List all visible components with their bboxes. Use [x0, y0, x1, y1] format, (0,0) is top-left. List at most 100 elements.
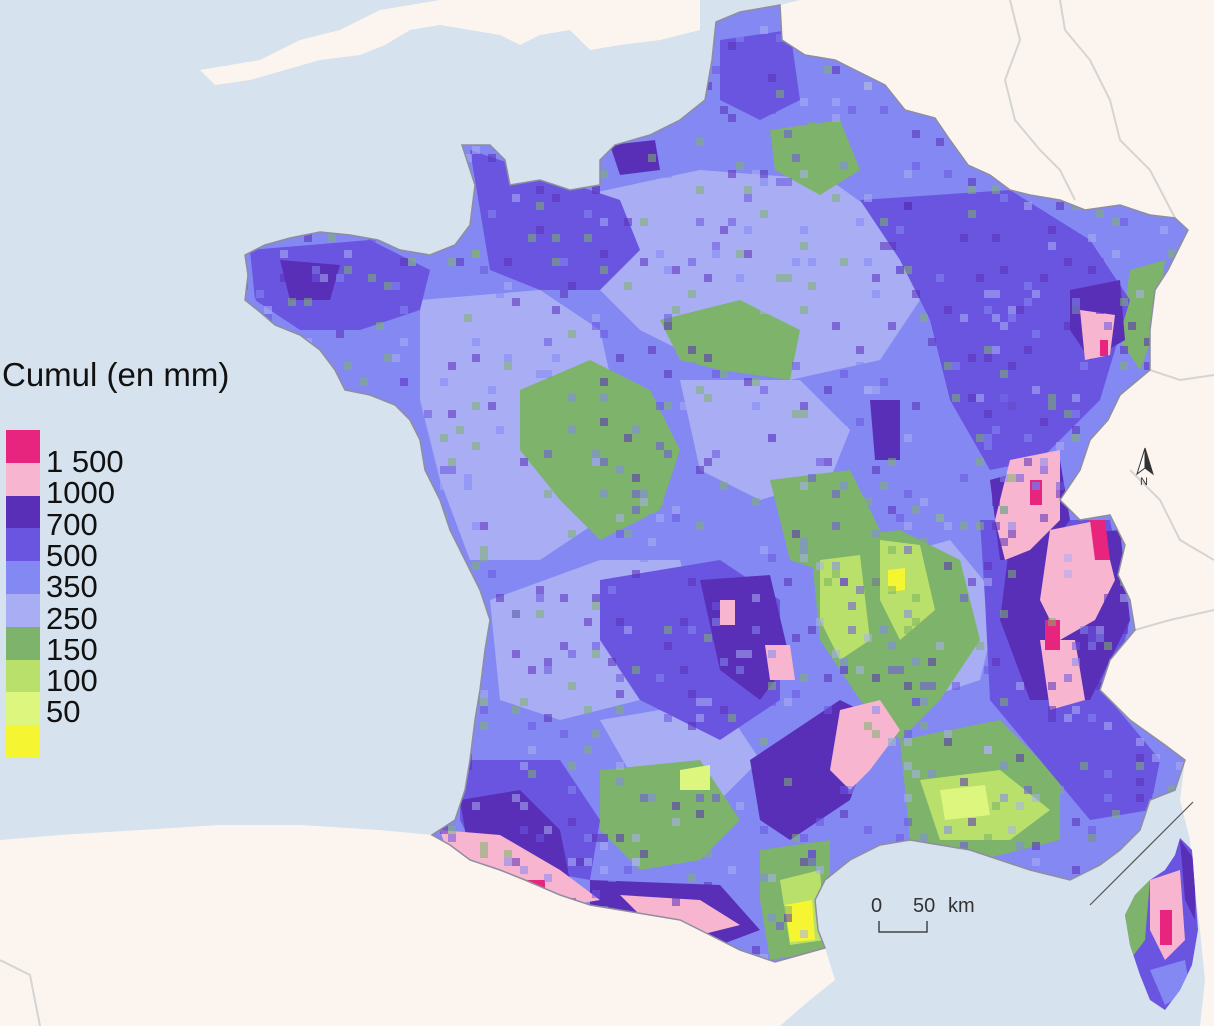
raster-cell	[856, 898, 864, 906]
raster-cell	[384, 354, 392, 362]
raster-cell	[960, 474, 968, 482]
raster-cell	[544, 346, 552, 354]
raster-cell	[1096, 306, 1104, 314]
raster-cell	[1008, 962, 1016, 970]
raster-cell	[888, 762, 896, 770]
raster-cell	[768, 106, 776, 114]
raster-cell	[992, 234, 1000, 242]
raster-cell	[336, 450, 344, 458]
raster-cell	[1064, 554, 1072, 562]
raster-cell	[880, 866, 888, 874]
raster-cell	[1152, 754, 1160, 762]
raster-cell	[600, 250, 608, 258]
raster-cell	[888, 506, 896, 514]
raster-cell	[632, 426, 640, 434]
raster-cell	[245, 106, 248, 114]
raster-cell	[624, 866, 632, 874]
raster-cell	[1008, 306, 1016, 314]
raster-cell	[248, 314, 256, 322]
raster-cell	[952, 922, 960, 930]
raster-cell	[960, 642, 968, 650]
legend-swatch	[6, 594, 40, 628]
raster-cell	[904, 882, 912, 890]
raster-cell	[688, 722, 696, 730]
raster-cell	[912, 802, 920, 810]
raster-cell	[528, 722, 536, 730]
raster-cell	[1008, 666, 1016, 674]
raster-cell	[832, 562, 840, 570]
raster-cell	[480, 266, 488, 274]
raster-cell	[592, 314, 600, 322]
raster-cell	[1048, 618, 1056, 626]
raster-cell	[256, 578, 264, 586]
raster-cell	[1072, 410, 1080, 418]
raster-cell	[272, 754, 280, 762]
raster-cell	[664, 450, 672, 458]
raster-cell	[792, 634, 800, 642]
raster-cell	[768, 434, 776, 442]
raster-cell	[456, 426, 464, 434]
raster-cell	[904, 762, 912, 770]
raster-cell	[944, 170, 952, 178]
raster-cell	[944, 562, 952, 570]
raster-cell	[592, 50, 600, 58]
raster-cell	[944, 578, 952, 586]
raster-cell	[800, 546, 808, 554]
raster-cell	[696, 282, 704, 290]
raster-cell	[896, 266, 904, 274]
raster-cell	[1088, 266, 1096, 274]
raster-cell	[256, 626, 264, 634]
raster-cell	[696, 186, 704, 194]
raster-cell	[280, 274, 288, 282]
raster-cell	[1096, 874, 1104, 882]
raster-cell	[448, 34, 456, 42]
raster-cell	[568, 426, 576, 434]
raster-cell	[280, 74, 288, 82]
raster-cell	[304, 138, 312, 146]
raster-cell	[1008, 522, 1016, 530]
raster-cell	[416, 138, 424, 146]
raster-cell	[512, 298, 520, 306]
raster-cell	[352, 570, 360, 578]
raster-cell	[1072, 882, 1080, 890]
raster-cell	[840, 666, 848, 674]
raster-cell	[352, 578, 360, 586]
raster-cell	[856, 474, 864, 482]
raster-cell	[936, 138, 944, 146]
raster-cell	[736, 34, 744, 42]
raster-cell	[1040, 458, 1048, 466]
raster-cell	[784, 914, 792, 922]
raster-cell	[984, 562, 992, 570]
raster-cell	[784, 178, 792, 186]
zone-1500	[1045, 620, 1060, 650]
raster-cell	[352, 802, 360, 810]
raster-cell	[280, 122, 288, 130]
raster-cell	[245, 730, 248, 738]
raster-cell	[512, 858, 520, 866]
raster-cell	[984, 946, 992, 954]
raster-cell	[536, 114, 544, 122]
raster-cell	[488, 402, 496, 410]
raster-cell	[944, 922, 952, 930]
raster-cell	[752, 170, 760, 178]
raster-cell	[432, 570, 440, 578]
raster-cell	[984, 354, 992, 362]
zone-1000	[830, 700, 900, 790]
raster-cell	[472, 354, 480, 362]
raster-cell	[560, 378, 568, 386]
raster-cell	[840, 922, 848, 930]
raster-cell	[944, 466, 952, 474]
raster-cell	[704, 394, 712, 402]
raster-cell	[960, 314, 968, 322]
raster-cell	[584, 210, 592, 218]
raster-cell	[1064, 570, 1072, 578]
raster-cell	[568, 330, 576, 338]
raster-cell	[552, 194, 560, 202]
raster-cell	[608, 874, 616, 882]
raster-cell	[688, 706, 696, 714]
raster-cell	[616, 690, 624, 698]
raster-cell	[800, 242, 808, 250]
raster-cell	[952, 394, 960, 402]
legend-swatch	[6, 692, 40, 726]
raster-cell	[1152, 818, 1160, 826]
